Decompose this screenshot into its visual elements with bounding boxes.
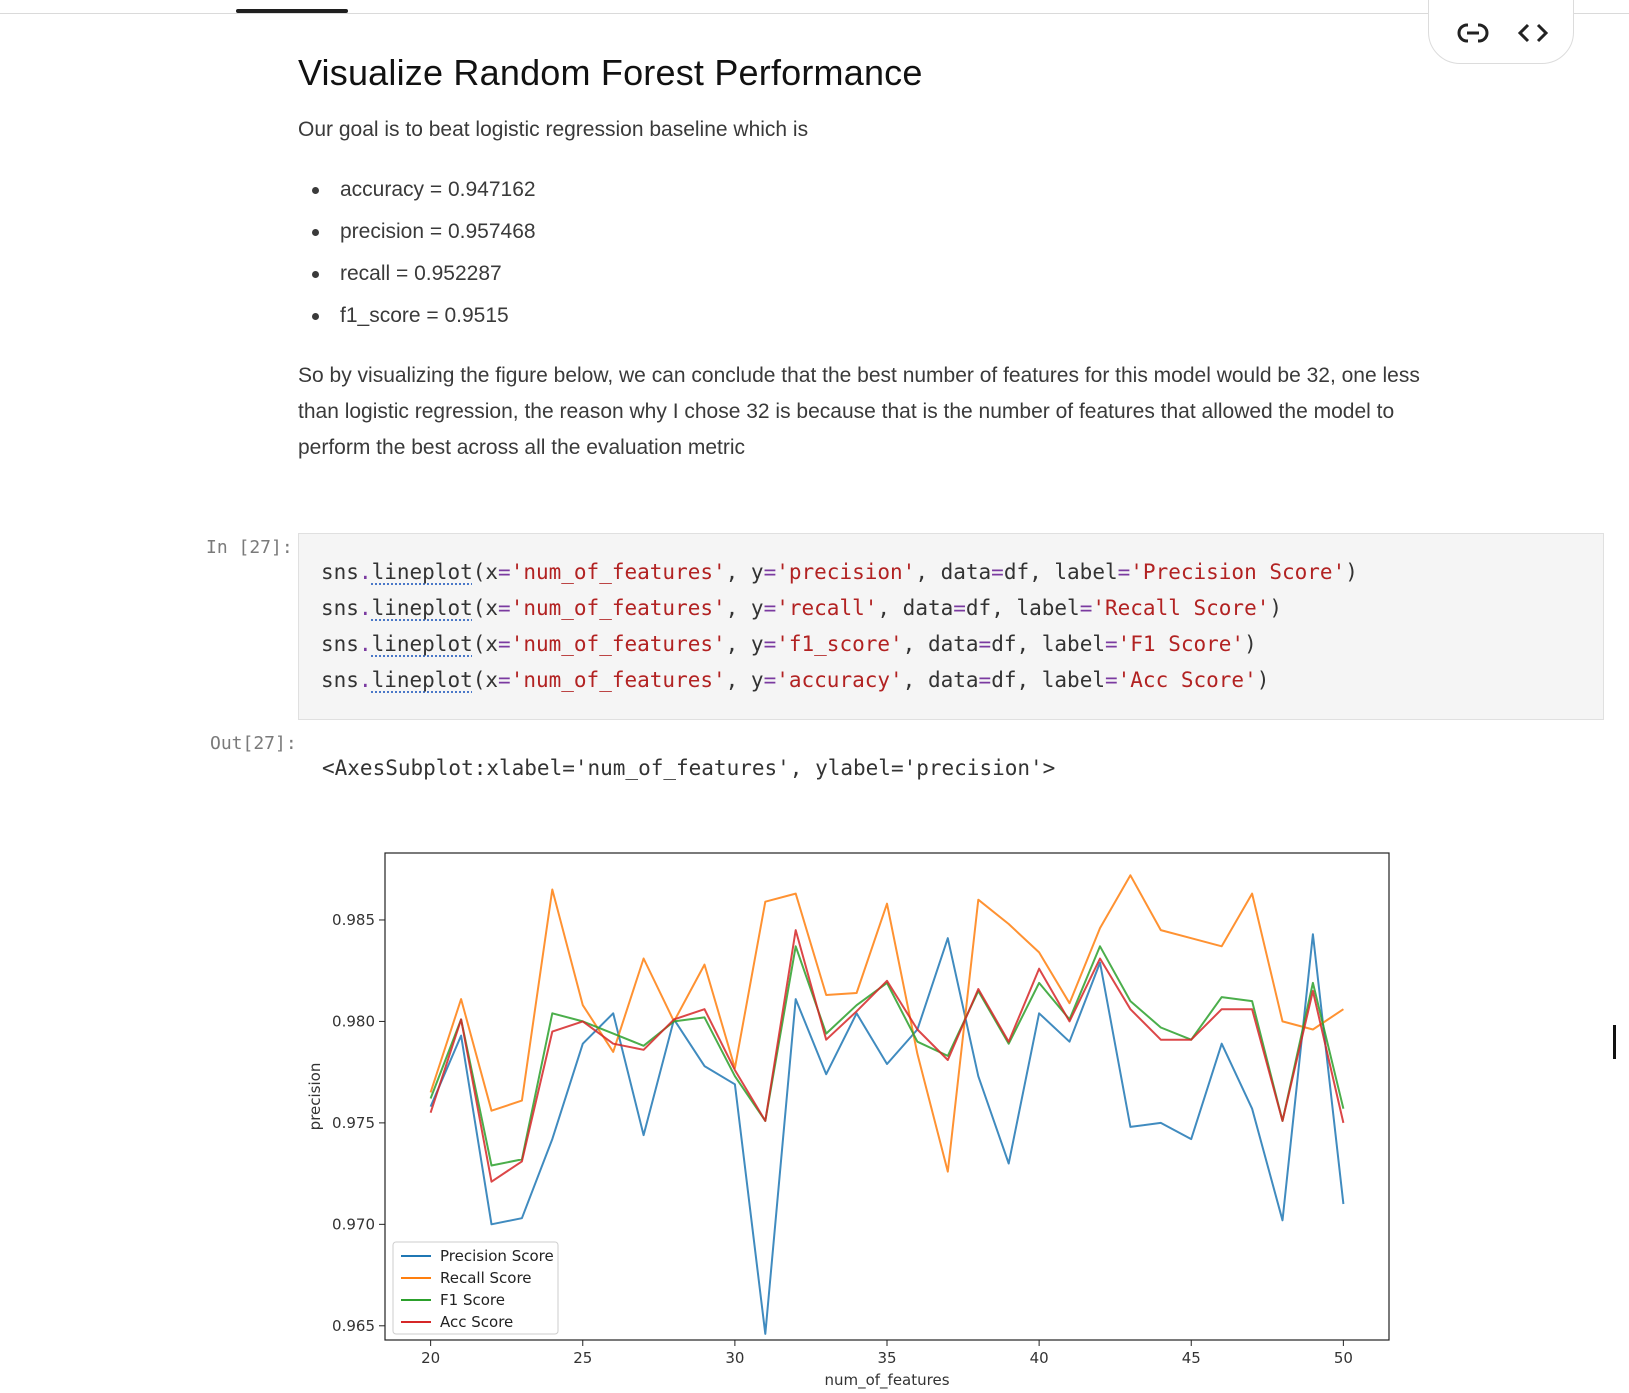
- x-tick-label: 50: [1334, 1349, 1353, 1367]
- x-tick-label: 35: [877, 1349, 896, 1367]
- y-tick-label: 0.980: [332, 1012, 375, 1030]
- series-line: [429, 874, 1344, 1173]
- series-line: [429, 929, 1345, 1183]
- y-tick-label: 0.975: [332, 1114, 375, 1132]
- y-tick-label: 0.965: [332, 1317, 375, 1335]
- list-item: accuracy = 0.947162: [298, 172, 536, 214]
- y-tick-label: 0.970: [332, 1215, 375, 1233]
- baseline-metrics-list: accuracy = 0.947162 precision = 0.957468…: [298, 172, 536, 340]
- output-text: <AxesSubplot:xlabel='num_of_features', y…: [322, 756, 1056, 780]
- code-text[interactable]: sns.lineplot(x='num_of_features', y='pre…: [321, 560, 1358, 692]
- x-tick-label: 30: [725, 1349, 744, 1367]
- x-tick-label: 25: [573, 1349, 592, 1367]
- list-item: f1_score = 0.9515: [298, 298, 536, 340]
- in-prompt: In [27]:: [206, 537, 293, 558]
- top-divider: [0, 13, 1629, 14]
- x-axis-label: num_of_features: [824, 1371, 949, 1390]
- legend-entry: F1 Score: [440, 1291, 505, 1309]
- code-cell-editor[interactable]: sns.lineplot(x='num_of_features', y='pre…: [298, 533, 1604, 720]
- out-prompt: Out[27]:: [210, 733, 297, 754]
- cell-toolbar: [1428, 0, 1574, 64]
- conclusion-line: than logistic regression, the reason why…: [298, 400, 1395, 423]
- y-tick-label: 0.985: [332, 911, 375, 929]
- legend-entry: Acc Score: [440, 1313, 513, 1331]
- text-cursor: [1613, 1025, 1616, 1059]
- markdown-title: Visualize Random Forest Performance: [298, 52, 923, 93]
- x-tick-label: 45: [1182, 1349, 1201, 1367]
- list-item: precision = 0.957468: [298, 214, 536, 256]
- active-tab-indicator: [236, 9, 348, 13]
- y-axis-label: precision: [306, 1063, 324, 1131]
- markdown-intro: Our goal is to beat logistic regression …: [298, 118, 809, 141]
- code-brackets-icon[interactable]: [1513, 13, 1553, 53]
- legend: [392, 1241, 559, 1335]
- x-tick-label: 20: [421, 1349, 440, 1367]
- conclusion-line: perform the best across all the evaluati…: [298, 436, 746, 459]
- series-line: [429, 933, 1345, 1335]
- legend-entry: Recall Score: [440, 1269, 532, 1287]
- line-chart: 20 25 30 35 40 45 50 0.965 0.970 0.975 0.980 0.985 n…: [306, 852, 1390, 1390]
- list-item: recall = 0.952287: [298, 256, 536, 298]
- legend-entry: Precision Score: [440, 1247, 554, 1265]
- x-tick-label: 40: [1030, 1349, 1049, 1367]
- conclusion-line: So by visualizing the figure below, we c…: [298, 364, 1420, 387]
- link-icon[interactable]: [1453, 13, 1493, 53]
